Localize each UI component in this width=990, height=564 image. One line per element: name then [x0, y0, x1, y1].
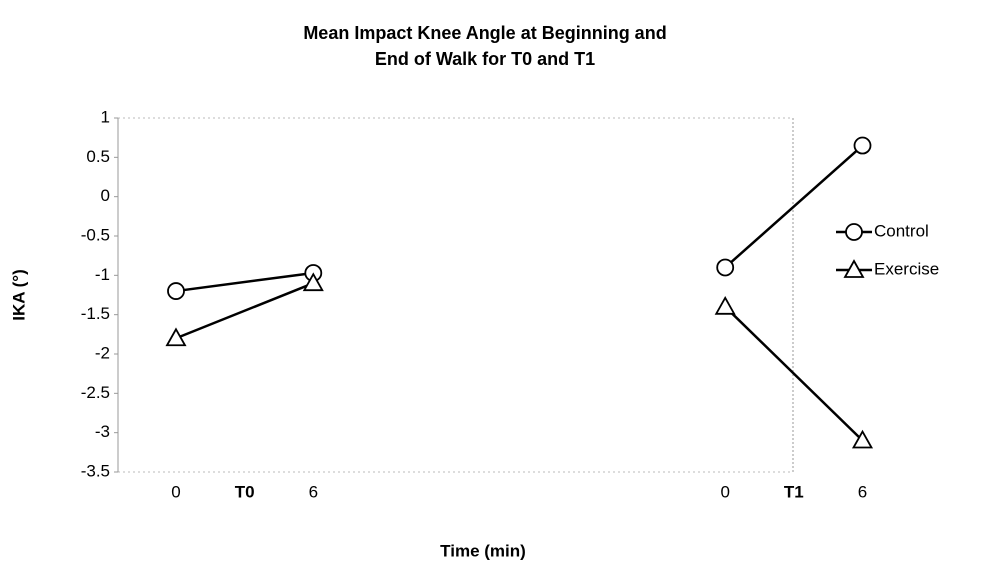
series-line	[175, 144, 864, 293]
y-tick-label: -2.5	[81, 383, 110, 402]
chart-title: Mean Impact Knee Angle at Beginning and …	[303, 23, 667, 69]
data-point	[851, 429, 874, 449]
data-point	[716, 258, 735, 277]
y-tick-label: -3	[95, 422, 110, 441]
y-tick-label: -1.5	[81, 304, 110, 323]
x-axis-label: Time (min)	[440, 541, 526, 560]
y-tick-label: 1	[101, 107, 110, 126]
data-point	[853, 136, 872, 155]
x-tick-label: 6	[309, 482, 318, 501]
data-point	[302, 272, 324, 292]
y-tick-label: -1	[95, 265, 110, 284]
y-tick-label: -2	[95, 343, 110, 362]
y-tick-label: -3.5	[81, 461, 110, 480]
series-line	[175, 282, 864, 442]
x-tick-label: 0	[171, 482, 180, 501]
group-label: T1	[784, 482, 804, 501]
y-tick-label: 0.5	[86, 147, 110, 166]
x-tick-label: 6	[858, 482, 867, 501]
data-point	[165, 327, 187, 347]
legend-marker	[843, 259, 865, 278]
y-tick-label: -0.5	[81, 225, 110, 244]
group-label: T0	[235, 482, 255, 501]
x-tick-label: 0	[720, 482, 729, 501]
legend-marker	[845, 223, 863, 241]
legend-label: Control	[874, 221, 929, 240]
y-axis-label: IKA (°)	[9, 269, 28, 321]
legend-label: Exercise	[874, 259, 939, 278]
data-point	[167, 282, 185, 300]
data-point	[714, 295, 736, 315]
y-tick-label: 0	[101, 186, 110, 205]
